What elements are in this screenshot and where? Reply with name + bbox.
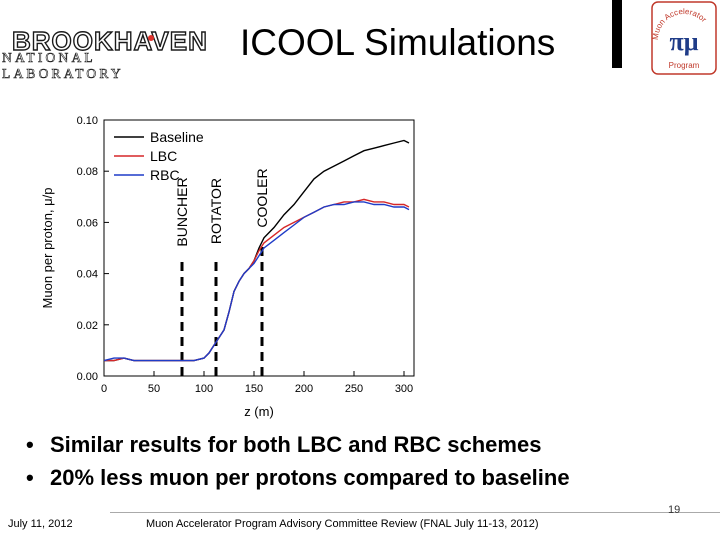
program-logo-bottom-text: Program	[669, 61, 700, 70]
program-logo-symbol: πμ	[670, 27, 699, 56]
series-line-rbc	[103, 201, 410, 362]
x-axis-label: z (m)	[244, 404, 274, 419]
y-tick-label: 0.00	[77, 371, 98, 383]
bullet-item: • Similar results for both LBC and RBC s…	[26, 428, 570, 461]
slide-title: ICOOL Simulations	[240, 22, 556, 63]
bullet-list: • Similar results for both LBC and RBC s…	[26, 428, 570, 494]
legend-label: LBC	[150, 148, 177, 164]
brookhaven-logo-subtitle: NATIONAL LABORATORY	[2, 50, 124, 82]
footer-date: July 11, 2012	[8, 518, 73, 530]
legend-label: Baseline	[150, 129, 204, 145]
x-tick-label: 100	[195, 383, 213, 395]
x-tick-label: 0	[101, 383, 107, 395]
x-tick-label: 200	[295, 383, 313, 395]
y-axis-label: Muon per proton, μ/p	[40, 188, 55, 309]
brookhaven-logo-dot-icon	[148, 35, 154, 41]
y-tick-label: 0.02	[77, 320, 98, 332]
x-tick-label: 300	[395, 383, 413, 395]
x-tick-label: 50	[148, 383, 160, 395]
bullet-text: 20% less muon per protons compared to ba…	[50, 465, 570, 490]
title-divider	[612, 0, 622, 68]
bullet-marker: •	[26, 432, 34, 457]
section-marker-label: BUNCHER	[174, 177, 190, 246]
section-marker-label: COOLER	[254, 168, 270, 227]
y-tick-label: 0.04	[77, 269, 98, 281]
header-bar: BROOKHAVEN NATIONAL LABORATORY ICOOL Sim…	[0, 0, 720, 82]
x-tick-label: 150	[245, 383, 263, 395]
legend-label: RBC	[150, 167, 180, 183]
section-marker-label: ROTATOR	[208, 178, 224, 244]
muon-accelerator-program-logo-icon: Muon Accelerator πμ Program	[651, 1, 717, 75]
y-tick-label: 0.06	[77, 217, 98, 229]
bullet-item: • 20% less muon per protons compared to …	[26, 461, 570, 494]
footer-divider	[110, 512, 720, 513]
y-tick-label: 0.10	[77, 115, 98, 127]
plot-area: 0 50 100 150 200 250 300 0.00 0.02 0.04 0.06 0.08 0.…	[40, 115, 415, 419]
page-number: 19	[668, 504, 681, 516]
muon-yield-chart: 0 50 100 150 200 250 300 0.00 0.02 0.04 0.06 0.08 0.…	[40, 115, 415, 419]
plot-frame	[103, 119, 415, 377]
x-tick-label: 250	[345, 383, 363, 395]
brookhaven-logo: BROOKHAVEN NATIONAL LABORATORY	[0, 12, 208, 81]
bullet-marker: •	[26, 465, 34, 490]
footer-review-title: Muon Accelerator Program Advisory Commit…	[146, 518, 539, 530]
bullet-text: Similar results for both LBC and RBC sch…	[50, 432, 542, 457]
y-tick-label: 0.08	[77, 166, 98, 178]
brookhaven-logo-name: BROOKHAVEN	[11, 25, 208, 56]
